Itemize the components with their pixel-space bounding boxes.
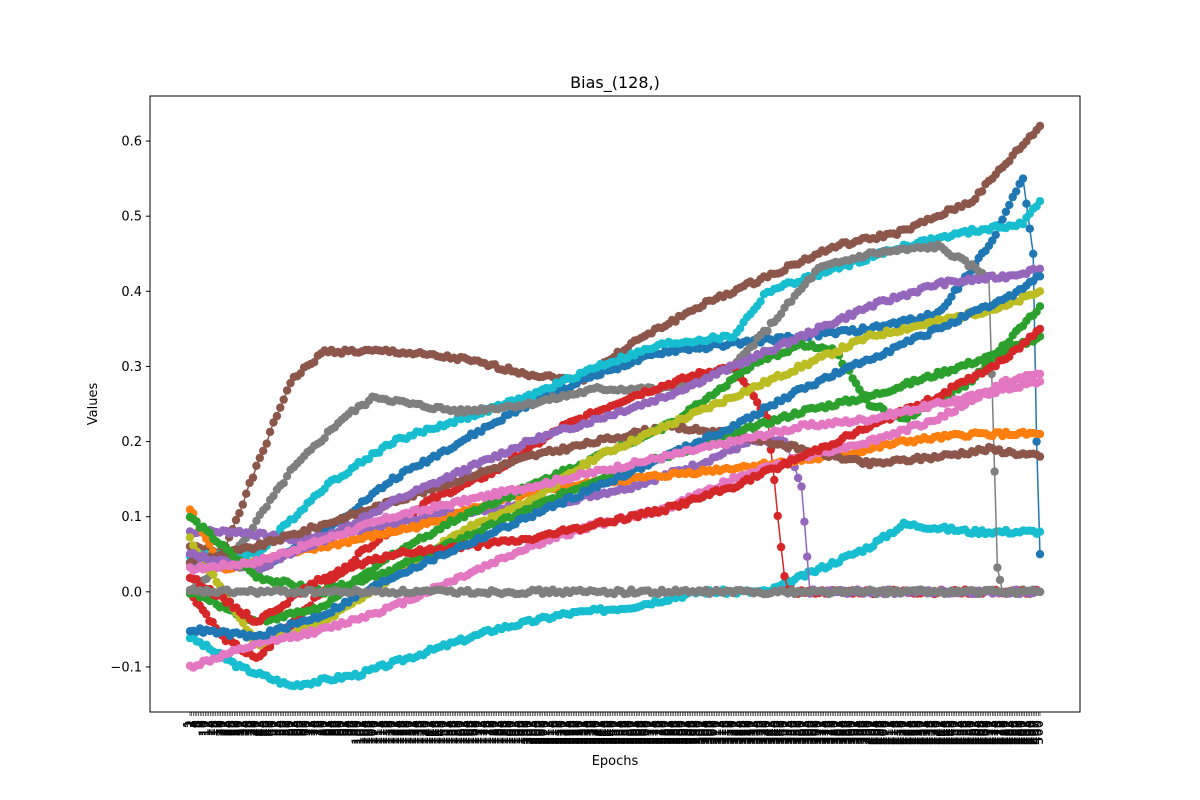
data-point	[185, 533, 195, 542]
series-2	[185, 174, 1045, 576]
data-point	[807, 274, 816, 283]
data-point	[773, 511, 782, 521]
data-point	[947, 292, 956, 301]
data-point	[231, 515, 241, 525]
data-point	[763, 326, 772, 336]
data-point	[1035, 452, 1045, 461]
data-point	[995, 575, 1005, 585]
data-point	[770, 475, 779, 485]
data-point	[255, 453, 264, 463]
data-point	[1035, 369, 1045, 379]
data-point	[262, 502, 271, 511]
data-point	[262, 439, 271, 448]
data-point	[803, 552, 812, 561]
data-point	[1025, 224, 1035, 233]
y-tick-label: 0.6	[121, 135, 142, 150]
data-point	[1035, 121, 1045, 131]
data-point	[971, 194, 980, 204]
data-point	[265, 427, 275, 437]
data-point	[1029, 249, 1038, 258]
data-point	[753, 398, 762, 407]
data-point	[269, 418, 278, 427]
data-point	[286, 378, 295, 388]
data-point	[1035, 429, 1045, 439]
data-point	[993, 563, 1002, 572]
data-point	[776, 542, 786, 552]
data-point	[749, 341, 758, 350]
data-point	[242, 489, 251, 498]
data-point	[1035, 302, 1045, 311]
data-point	[1032, 437, 1041, 446]
data-point	[954, 284, 963, 294]
data-point	[1035, 287, 1045, 296]
data-point	[252, 461, 261, 470]
data-point	[248, 473, 258, 482]
data-point	[991, 230, 1000, 239]
data-point	[749, 392, 758, 401]
data-point	[990, 467, 999, 476]
data-point	[1035, 324, 1045, 334]
data-point	[320, 434, 329, 443]
data-point	[793, 473, 803, 483]
y-tick-label: 0.1	[121, 510, 142, 525]
data-point	[282, 386, 292, 395]
data-point	[780, 572, 789, 581]
data-point	[1005, 200, 1014, 210]
data-point	[1035, 272, 1045, 281]
data-point	[998, 215, 1007, 224]
data-point	[1035, 587, 1045, 596]
data-point	[1035, 550, 1045, 559]
data-point	[1035, 264, 1045, 273]
data-point	[800, 517, 809, 526]
data-point	[756, 297, 765, 306]
y-tick-label: 0.5	[121, 210, 142, 225]
data-point	[1022, 199, 1031, 208]
series-layer	[185, 121, 1045, 691]
data-point	[310, 358, 319, 367]
y-tick-label: 0.4	[121, 285, 142, 300]
data-point	[1035, 377, 1045, 386]
data-point	[259, 446, 268, 455]
data-point	[276, 403, 285, 412]
data-point	[977, 187, 987, 196]
data-point	[282, 472, 292, 481]
data-point	[1035, 197, 1045, 206]
data-point	[776, 309, 786, 319]
data-point	[279, 479, 288, 488]
data-point	[1012, 187, 1021, 196]
series-line	[189, 176, 1041, 572]
y-tick-label: 0.0	[121, 585, 142, 600]
data-point	[269, 491, 278, 501]
x-axis: 1234567891011121314151617181920212223242…	[182, 712, 1047, 745]
data-point	[736, 324, 745, 333]
y-tick-label: −0.1	[110, 660, 142, 675]
y-tick-label: 0.2	[121, 435, 142, 450]
data-point	[279, 395, 288, 404]
data-point	[797, 482, 806, 491]
data-point	[1018, 220, 1028, 229]
data-point	[202, 609, 211, 619]
data-point	[1035, 527, 1045, 536]
data-point	[1001, 207, 1011, 216]
y-axis: −0.1 0.0 0.1 0.2 0.3 0.4 0.5 0.6	[110, 135, 150, 675]
data-point	[238, 500, 247, 509]
data-point	[209, 570, 218, 579]
data-point	[272, 411, 282, 421]
data-point	[235, 509, 244, 518]
y-tick-label: 0.3	[121, 360, 142, 375]
data-point	[1018, 174, 1028, 183]
